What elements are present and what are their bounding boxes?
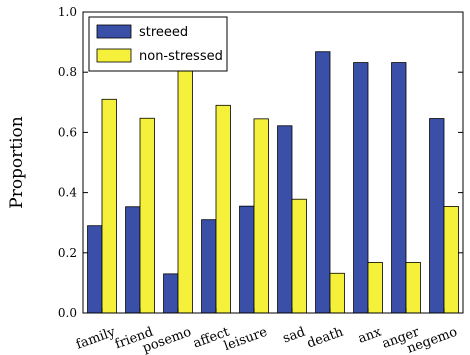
bar-streeed-sad (277, 125, 293, 314)
bar-streeed-posemo (163, 273, 179, 314)
bar-streeed-friend (125, 206, 141, 314)
bar-streeed-affect (201, 219, 217, 314)
bar-streeed-anger (391, 62, 407, 314)
bar-non-stressed-sad (291, 198, 307, 314)
y-tick-label: 0.8 (58, 65, 77, 79)
bar-non-stressed-anx (367, 262, 383, 314)
bar-streeed-family (87, 225, 103, 314)
bar-non-stressed-death (329, 272, 345, 314)
y-tick-label: 0.2 (58, 246, 77, 260)
legend-swatch-streeed (96, 24, 132, 39)
bar-non-stressed-anger (405, 262, 421, 314)
legend-label-non-stressed: non-stressed (139, 49, 223, 64)
bar-streeed-anx (353, 62, 369, 314)
x-tick-label-sad: sad (281, 325, 308, 347)
bars-layer (87, 50, 459, 314)
legend-swatch-non-stressed (96, 48, 132, 63)
y-tick-label: 1.0 (58, 5, 77, 19)
legend-label-streeed: streeed (139, 25, 188, 40)
bar-non-stressed-family (101, 98, 117, 314)
y-tick-label: 0.0 (58, 306, 77, 320)
legend: streeed non-stressed (88, 16, 228, 72)
x-tick-label-leisure: leisure (222, 325, 270, 355)
bar-non-stressed-negemo (443, 206, 459, 314)
y-axis-ticks: 0.0 0.2 0.4 0.6 0.8 1.0 (58, 5, 463, 320)
bar-non-stressed-leisure (253, 118, 269, 314)
bar-non-stressed-friend (139, 117, 155, 314)
x-tick-label-family: family (74, 324, 118, 352)
bar-streeed-death (315, 51, 331, 314)
bar-non-stressed-affect (215, 104, 231, 314)
bar-streeed-leisure (239, 205, 255, 314)
bar-non-stressed-posemo (177, 50, 193, 314)
y-tick-label: 0.6 (58, 125, 77, 139)
x-tick-label-death: death (305, 324, 346, 351)
plot-frame (82, 11, 464, 314)
y-tick-label: 0.4 (58, 186, 77, 200)
x-tick-label-anx: anx (356, 324, 384, 346)
bar-streeed-negemo (429, 118, 445, 314)
y-axis-title: Proportion (7, 116, 27, 209)
